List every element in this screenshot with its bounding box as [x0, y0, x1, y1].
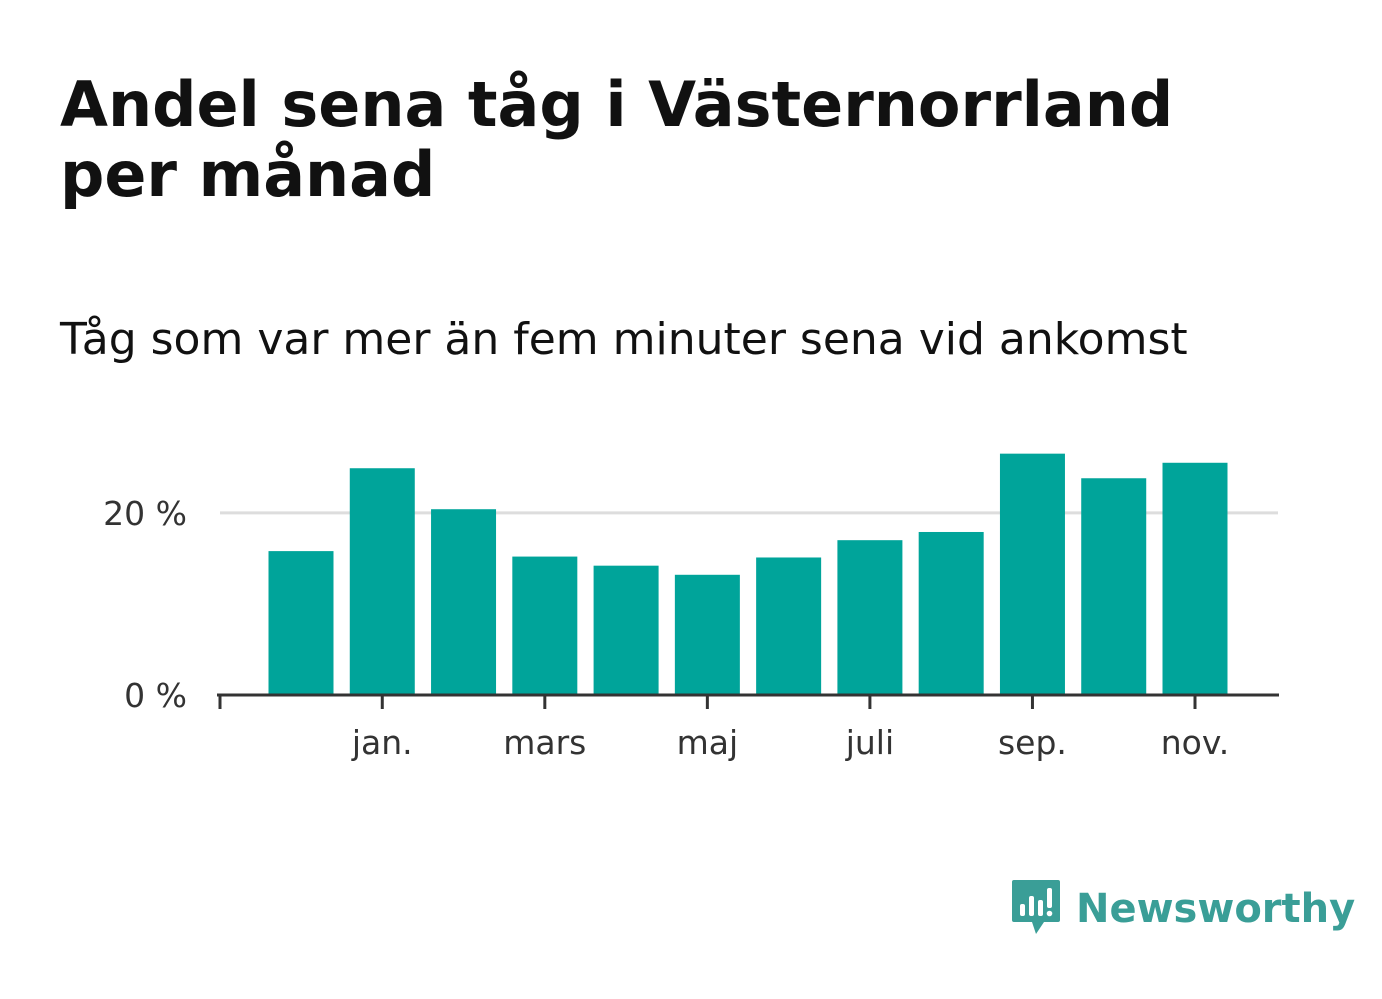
- x-tick-label: nov.: [1161, 723, 1230, 762]
- bar: [999, 453, 1065, 695]
- bar: [512, 556, 578, 695]
- x-tick-label: juli: [845, 723, 894, 762]
- y-tick-label: 0 %: [124, 676, 187, 715]
- x-tick-label: sep.: [998, 723, 1067, 762]
- bars: [268, 453, 1228, 695]
- y-tick-label: 20 %: [103, 494, 187, 533]
- bar: [1081, 478, 1147, 695]
- brand-name: Newsworthy: [1076, 886, 1356, 932]
- x-tick-label: jan.: [351, 723, 413, 762]
- bar: [674, 574, 740, 695]
- bar: [349, 468, 415, 695]
- brand: Newsworthy: [1010, 878, 1355, 940]
- bar: [918, 531, 984, 695]
- bar: [593, 565, 659, 695]
- x-tick-label: maj: [677, 723, 739, 762]
- bar: [756, 557, 822, 695]
- axes: 0 % 20 % jan. mars maj juli sep. nov.: [103, 494, 1279, 762]
- bar: [268, 551, 334, 695]
- chart-title: Andel sena tåg i Västernorrland per måna…: [60, 68, 1174, 211]
- x-tick-label: mars: [503, 723, 586, 762]
- bar: [431, 509, 497, 695]
- bar: [837, 540, 903, 695]
- chart-subtitle: Tåg som var mer än fem minuter sena vid …: [60, 314, 1188, 365]
- bar: [1162, 462, 1228, 695]
- newsworthy-logo-icon: [1012, 880, 1060, 934]
